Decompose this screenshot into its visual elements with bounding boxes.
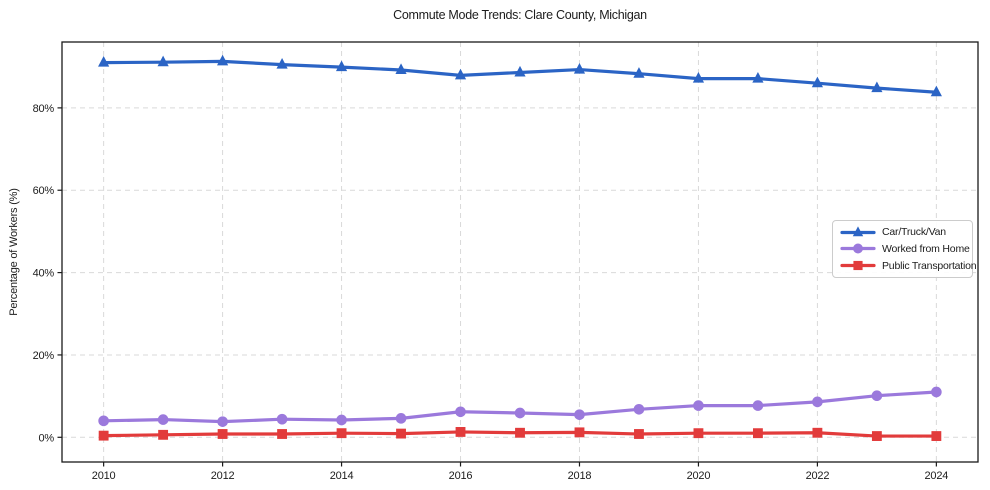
x-tick-label: 2010: [92, 470, 116, 482]
series-car-truck-van: [98, 54, 942, 97]
y-tick-label: 20%: [33, 350, 55, 362]
x-tick-label: 2020: [687, 470, 711, 482]
square-marker-swatch: [840, 261, 876, 271]
x-tick-label: 2012: [211, 470, 235, 482]
tick-labels: 2010 2012 2014 2016 2018 2020 2022 2024 0% 20% 40%…: [33, 103, 949, 482]
axis-ticks: [57, 107, 937, 467]
legend-label: Public Transportation: [882, 259, 977, 272]
plot-border: [61, 41, 979, 463]
y-tick-label: 0%: [39, 432, 55, 444]
y-tick-label: 40%: [33, 268, 55, 280]
x-tick-label: 2014: [330, 470, 354, 482]
series-worked-from-home: [98, 386, 942, 427]
legend-item-car-truck-van: Car/Truck/Van: [840, 226, 965, 239]
legend-label: Worked from Home: [882, 242, 970, 255]
x-tick-label: 2018: [568, 470, 592, 482]
triangle-marker-swatch: [840, 226, 876, 237]
legend-item-worked-from-home: Worked from Home: [840, 242, 970, 255]
legend: Car/Truck/Van Worked from Home Public Tran…: [832, 220, 977, 278]
x-tick-label: 2022: [806, 470, 830, 482]
chart-title: Commute Mode Trends: Clare County, Michi…: [393, 8, 647, 22]
legend-label: Car/Truck/Van: [882, 226, 946, 239]
series-public-transportation: [98, 427, 942, 441]
circle-marker-swatch: [840, 244, 876, 254]
legend-item-public-transportation: Public Transportation: [840, 259, 977, 272]
y-tick-label: 80%: [33, 103, 55, 115]
x-tick-label: 2024: [925, 470, 949, 482]
x-tick-label: 2016: [449, 470, 473, 482]
y-tick-label: 60%: [33, 185, 55, 197]
